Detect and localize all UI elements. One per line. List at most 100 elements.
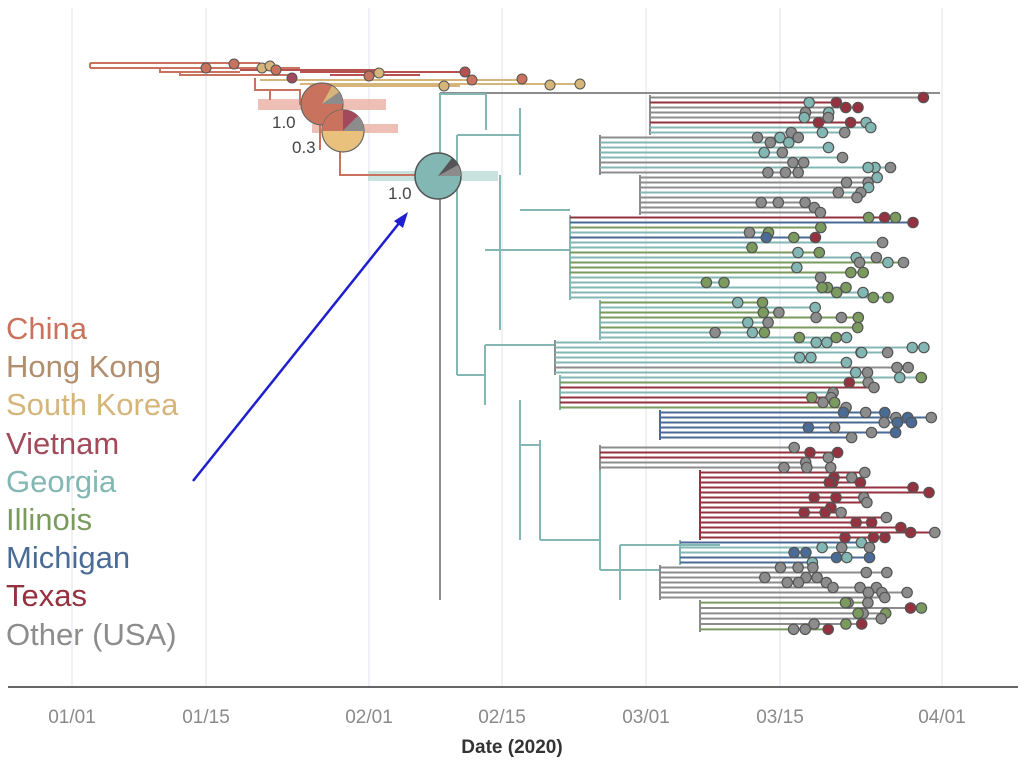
tip-point [863, 541, 876, 554]
tip-point [743, 226, 756, 239]
tip-point [830, 551, 843, 564]
tip-point [832, 186, 845, 199]
tip-point [814, 221, 827, 234]
legend-item-south-korea: South Korea [6, 387, 179, 423]
tip-point [855, 346, 868, 359]
tip-point [840, 551, 853, 564]
legend-item-michigan: Michigan [6, 540, 131, 576]
tip-point [718, 276, 730, 289]
tip-point [907, 481, 919, 494]
tip-point [758, 326, 771, 339]
tip-point [700, 276, 713, 289]
tip-point [862, 586, 875, 599]
tip-point [862, 161, 874, 174]
tip-point [762, 316, 774, 329]
tip-point [865, 426, 878, 439]
tip-point [864, 121, 877, 134]
tip-point [905, 416, 918, 429]
tip-point [862, 596, 874, 609]
tip-point [882, 291, 894, 304]
tip-point [787, 623, 800, 636]
tip-point [894, 521, 907, 534]
tip-point [906, 341, 919, 354]
tip-point [822, 623, 834, 636]
tip-point [792, 561, 804, 574]
tip-point [836, 151, 849, 164]
legend-item-other-usa: Other (USA) [6, 616, 177, 652]
tip-point [778, 461, 790, 474]
tip-point [828, 421, 841, 434]
tip-point [868, 381, 880, 394]
tip-point [774, 131, 786, 144]
tip-point [854, 476, 867, 489]
tip-point [882, 256, 894, 269]
tip-point [878, 211, 891, 224]
tip-point [792, 131, 805, 144]
tip-point [870, 251, 883, 264]
tip-point [917, 91, 930, 104]
tip-point [741, 316, 754, 329]
tip-point [830, 96, 843, 109]
annotation-arrow [192, 212, 408, 482]
tip-point [840, 281, 852, 294]
tip-point [897, 256, 910, 269]
tip-point [857, 286, 869, 299]
tip-point [860, 566, 873, 579]
tip-point [875, 612, 888, 625]
legend-item-hong-kong: Hong Kong [6, 349, 162, 385]
tip-point [817, 396, 829, 409]
tip-point [889, 426, 902, 439]
tip-point [787, 156, 799, 169]
tip-point [878, 406, 891, 419]
tip-point [821, 336, 833, 349]
tip-point [867, 531, 880, 544]
tip-point [802, 421, 815, 434]
tip-point [757, 306, 770, 319]
tip-point [806, 391, 818, 404]
tip-point [797, 156, 810, 169]
tip-point [901, 586, 913, 599]
tip-point [782, 136, 795, 149]
tip-point [809, 231, 822, 244]
tip-point [859, 406, 872, 419]
x-tick-label: 01/15 [182, 707, 230, 728]
tip-point [822, 141, 835, 154]
tip-point [808, 491, 820, 504]
tip-point [760, 231, 773, 244]
x-tick-label: 02/01 [345, 707, 393, 728]
tip-point [853, 256, 866, 269]
tip-point [816, 126, 829, 139]
tip-point [809, 301, 821, 314]
tip-point [880, 511, 893, 524]
tip-point [891, 361, 903, 374]
legend-item-vietnam: Vietnam [6, 425, 120, 461]
tip-point [830, 491, 842, 504]
tip-point [764, 136, 777, 149]
tip-point [904, 526, 917, 539]
tip-point [799, 196, 811, 209]
tip-point [852, 311, 865, 324]
tip-point [776, 146, 789, 159]
tip-point [863, 551, 876, 564]
tip-point [798, 111, 811, 124]
pie-usa-root [414, 152, 462, 200]
tip-point [835, 311, 848, 324]
tip-point [830, 286, 843, 299]
tip-point [810, 311, 822, 324]
tip-point [816, 541, 828, 554]
tip-point [781, 576, 793, 589]
tip-point [851, 191, 863, 204]
legend-item-georgia: Georgia [6, 463, 117, 499]
tip-point [774, 561, 787, 574]
tip-point [827, 581, 839, 594]
tip-point [915, 602, 928, 614]
tip-point [792, 246, 804, 259]
tip-point [812, 116, 825, 129]
support-label-usa-root: 1.0 [388, 184, 412, 203]
tip-point [814, 271, 827, 284]
tip-point [923, 486, 935, 499]
tip-point [918, 341, 930, 354]
tip-point [881, 346, 894, 359]
tip-point [799, 623, 811, 636]
